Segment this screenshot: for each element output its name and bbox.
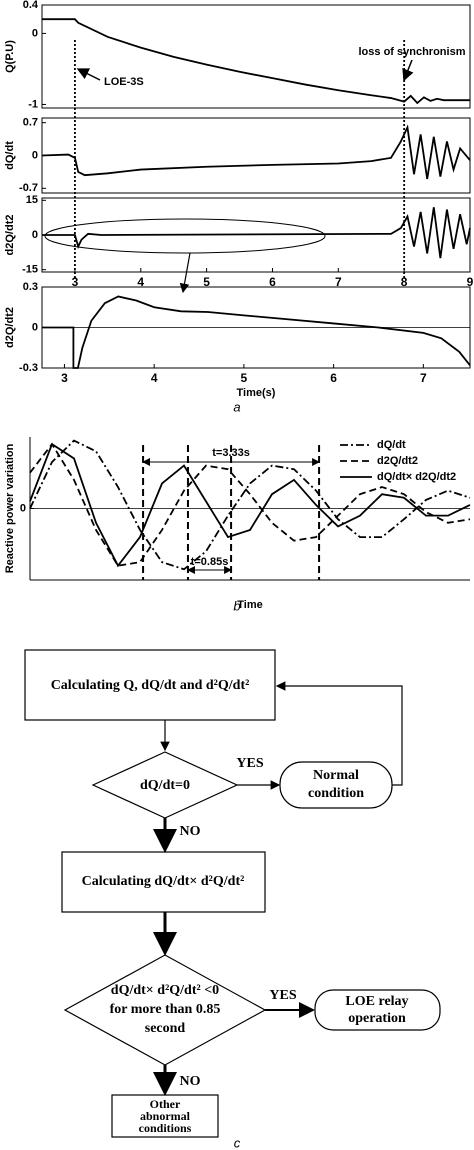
highlight-ellipse [44,218,326,254]
x-tick-label: 3 [72,275,79,289]
caption: b [233,598,240,613]
series-line [41,124,471,180]
x-tick-label: 4 [151,371,158,385]
x-tick-label: 3 [61,371,68,385]
node-text: Normal [313,768,359,783]
node-text: abnormal [140,1109,191,1123]
series-line [42,295,471,369]
node-text: Calculating Q, dQ/dt and d²Q/dt² [51,678,250,693]
x-tick-label: 7 [335,275,342,289]
annotation: t=3.33s [212,447,250,459]
y-tick-label: -0.3 [19,362,38,374]
x-tick-label: 6 [330,371,337,385]
series-line [42,207,471,259]
legend-label: dQ/dt× d2Q/dt2 [377,471,456,483]
series-line [29,439,471,571]
process-box [24,649,276,721]
node-text: second [145,1021,186,1036]
node-text: Calculating dQ/dt× d²Q/dt² [82,874,245,889]
caption: a [233,399,240,414]
y-axis-label: Q(P.U) [4,40,16,73]
series-line [42,18,470,105]
y-tick-label: -1 [28,98,38,110]
x-tick-label: 9 [467,275,474,289]
edge-label: YES [236,756,263,771]
y-tick-label: 0.4 [23,0,39,11]
y-tick-label: 15 [26,194,38,206]
edge-label: NO [180,1074,201,1089]
annotation: LOE-3S [104,76,144,88]
y-tick-label: 0 [32,27,38,39]
node-text: conditions [139,1121,192,1135]
y-tick-label: 0.7 [23,117,38,129]
node-text: for more than 0.85 [110,1002,221,1017]
x-axis-label: Time(s) [237,387,276,399]
annotation-arrow [76,68,101,81]
x-axis-label: Time [237,599,262,611]
y-tick-label: -15 [22,264,38,276]
y-axis-label: dQ/dt [4,141,16,170]
x-tick-label: 4 [137,275,144,289]
node-text: dQ/dt× d²Q/dt² <0 [111,983,219,998]
series-line [29,442,471,568]
edge-label: NO [180,824,201,839]
y-axis-label: d2Q/dt2 [4,215,16,256]
x-tick-label: 6 [269,275,276,289]
plot-frame [41,4,471,109]
y-tick-label: 0 [32,321,38,333]
node-text: LOE relay [345,994,408,1009]
y-axis-label: Reactive power variation [4,443,16,573]
y-tick-label: 0.3 [23,281,38,293]
annotation: loss of synchronism [359,46,466,58]
legend-label: d2Q/dt2 [377,455,418,467]
node-text: operation [348,1011,406,1026]
node-text: Other [150,1097,181,1111]
annotation-arrow [402,59,414,82]
x-tick-label: 5 [203,275,210,289]
y-tick-label: 0 [20,502,26,514]
terminal [314,989,441,1031]
y-tick-label: 0 [32,229,38,241]
node-text: dQ/dt=0 [140,778,190,793]
annotation: t=0.85s [191,556,229,568]
x-tick-label: 5 [241,371,248,385]
x-tick-label: 7 [420,371,427,385]
y-axis-label: d2Q/dt2 [4,307,16,348]
arrow [275,681,403,786]
y-tick-label: -0.7 [19,182,38,194]
series-line [29,442,471,567]
caption: c [234,1135,241,1150]
node-text: condition [308,786,364,801]
process-box [111,1094,219,1138]
legend-label: dQ/dt [377,439,406,451]
x-tick-label: 8 [401,275,408,289]
edge-label: YES [269,988,296,1003]
y-tick-label: 0 [32,149,38,161]
flowchart: Calculating Q, dQ/dt and d²Q/dt² dQ/dt=0… [24,649,441,1138]
